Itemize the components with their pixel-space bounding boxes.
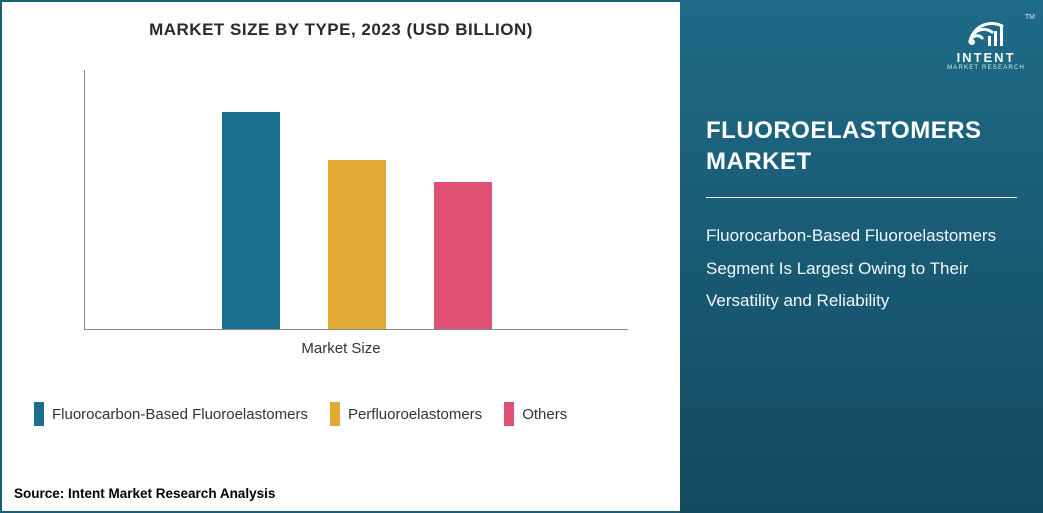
legend-item-0: Fluorocarbon-Based Fluoroelastomers — [34, 402, 308, 426]
bar-1 — [328, 160, 386, 329]
bar-chart — [84, 70, 628, 330]
legend-item-1: Perfluoroelastomers — [330, 402, 482, 426]
legend-swatch — [504, 402, 514, 426]
brand-name: INTENT — [947, 50, 1025, 65]
legend-item-2: Others — [504, 402, 567, 426]
chart-panel: MARKET SIZE BY TYPE, 2023 (USD BILLION) … — [0, 0, 680, 513]
brand-subtitle: MARKET RESEARCH — [947, 65, 1025, 71]
legend-swatch — [330, 402, 340, 426]
bar-2 — [434, 182, 492, 329]
side-divider — [706, 197, 1017, 198]
side-panel: INTENT MARKET RESEARCH TM FLUOROELASTOME… — [680, 0, 1043, 513]
legend-label: Perfluoroelastomers — [348, 406, 482, 423]
side-body-text: Fluorocarbon-Based Fluoroelastomers Segm… — [706, 220, 1017, 317]
chart-title: MARKET SIZE BY TYPE, 2023 (USD BILLION) — [24, 20, 658, 40]
x-axis-label: Market Size — [24, 340, 658, 357]
side-title: FLUOROELASTOMERS MARKET — [706, 115, 1017, 177]
legend-label: Others — [522, 406, 567, 423]
chart-legend: Fluorocarbon-Based Fluoroelastomers Perfl… — [24, 402, 658, 426]
trademark-symbol: TM — [1025, 14, 1035, 21]
legend-swatch — [34, 402, 44, 426]
bar-0 — [222, 112, 280, 329]
source-attribution: Source: Intent Market Research Analysis — [14, 486, 275, 501]
brand-logo: INTENT MARKET RESEARCH TM — [947, 14, 1025, 71]
legend-label: Fluorocarbon-Based Fluoroelastomers — [52, 406, 308, 423]
wifi-bars-icon — [964, 14, 1008, 48]
